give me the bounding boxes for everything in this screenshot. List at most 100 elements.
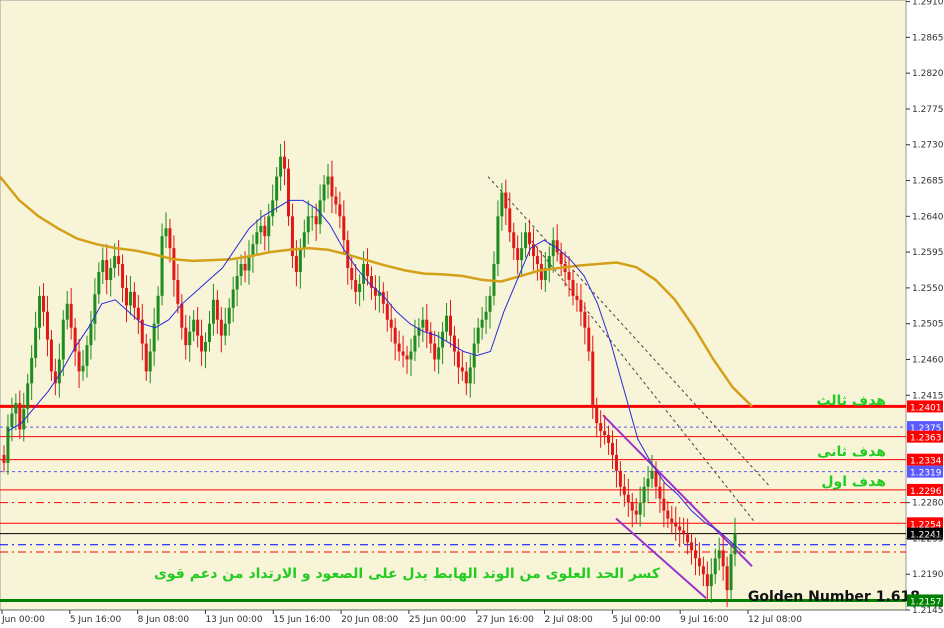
- price-level-tag-label: 1.2375: [910, 424, 942, 434]
- candle-body: [188, 331, 192, 346]
- candle-body: [516, 248, 520, 261]
- candle-body: [196, 319, 200, 336]
- candle-body: [26, 383, 30, 409]
- candle-body: [377, 291, 381, 296]
- y-tick-label: 1.2235: [912, 534, 944, 544]
- candle-body: [267, 216, 271, 237]
- candle-body: [117, 256, 121, 265]
- y-tick-label: 1.2460: [912, 355, 944, 365]
- y-tick-label: 1.2505: [912, 320, 944, 330]
- candle-body: [53, 371, 57, 384]
- candle-body: [547, 256, 551, 269]
- candle-body: [275, 176, 279, 201]
- target-2-label: هدف ثانى: [817, 444, 886, 460]
- channel-upper-line: [487, 176, 771, 488]
- x-tick-label: 5 Jun 16:00: [70, 615, 122, 624]
- candle-body: [172, 248, 176, 280]
- candle-body: [263, 225, 267, 237]
- candle-body: [650, 470, 654, 479]
- plot-area: [0, 0, 907, 611]
- candle-body: [456, 351, 460, 368]
- candle-body: [69, 303, 73, 328]
- ma-slow-line: [0, 175, 753, 408]
- candle-body: [144, 343, 148, 372]
- target-3-label: هدف ثالث: [816, 393, 886, 409]
- candle-body: [567, 271, 571, 280]
- price-level-tag-label: 1.2401: [910, 403, 942, 413]
- candle-body: [559, 252, 563, 265]
- candle-body: [401, 351, 405, 356]
- y-tick-label: 1.2775: [912, 105, 944, 115]
- y-tick-label: 1.2595: [912, 248, 944, 258]
- candle-body: [697, 558, 701, 567]
- candle-body: [168, 228, 172, 249]
- candle-body: [10, 413, 14, 428]
- x-tick-label: 20 Jun 08:00: [341, 615, 398, 624]
- candle-body: [413, 335, 417, 352]
- candle-body: [65, 303, 69, 320]
- candle-body: [591, 351, 595, 408]
- candle-body: [409, 351, 413, 360]
- target-1-label: هدف اول: [821, 474, 886, 490]
- y-tick-label: 1.2280: [912, 499, 944, 509]
- price-level-tag: [907, 594, 943, 607]
- price-level-tag: [907, 483, 943, 496]
- candle-body: [279, 156, 283, 177]
- candle-body: [504, 192, 508, 209]
- candle-body: [634, 510, 638, 515]
- candle-body: [38, 295, 42, 328]
- x-tick-label: 25 Jun 00:00: [409, 615, 466, 624]
- candle-body: [81, 365, 85, 372]
- x-tick-label: 8 Jun 08:00: [138, 615, 190, 624]
- candle-body: [223, 323, 227, 336]
- candle-body: [535, 256, 539, 265]
- breakout-note: كسر الحد العلوى من الوتد الهابط يدل على …: [154, 566, 661, 582]
- price-level-tag: [907, 430, 943, 443]
- candle-body: [204, 341, 208, 352]
- candle-body: [452, 335, 456, 352]
- candle-body: [22, 408, 26, 430]
- candle-body: [658, 486, 662, 499]
- golden-number-label: Golden Number 1.618: [748, 589, 920, 605]
- price-level-tag-label: 1.2254: [910, 520, 942, 530]
- candle-body: [30, 357, 34, 384]
- x-tick-label: 15 Jun 16:00: [273, 615, 330, 624]
- y-tick-label: 1.2910: [912, 0, 944, 8]
- candle-body: [215, 299, 219, 320]
- candle-body: [176, 279, 180, 304]
- candle-body: [128, 291, 132, 306]
- candle-body: [132, 291, 136, 308]
- candle-body: [539, 264, 543, 280]
- x-tick-label: 9 Jul 16:00: [680, 615, 729, 624]
- y-tick-label: 1.2190: [912, 570, 944, 580]
- candle-body: [733, 533, 737, 555]
- candle-body: [638, 502, 642, 515]
- candle-body: [124, 287, 128, 306]
- candle-body: [342, 216, 346, 241]
- candle-body: [520, 248, 524, 261]
- price-level-tag-label: 1.2296: [910, 487, 942, 497]
- candle-body: [531, 244, 535, 257]
- candle-body: [290, 216, 294, 257]
- candle-body: [362, 264, 366, 284]
- candle-body: [690, 542, 694, 551]
- candle-body: [713, 558, 717, 575]
- candle-body: [298, 248, 302, 272]
- candle-body: [101, 260, 105, 272]
- candle-body: [14, 403, 18, 414]
- candle-body: [662, 498, 666, 511]
- candle-body: [156, 295, 160, 324]
- candle-body: [496, 216, 500, 265]
- price-level-tag: [907, 527, 943, 540]
- candle-body: [2, 454, 6, 463]
- y-tick-label: 1.2550: [912, 284, 944, 294]
- candle-body: [369, 275, 373, 288]
- candle-body: [152, 323, 156, 352]
- candle-body: [61, 319, 65, 360]
- candle-body: [599, 423, 603, 432]
- candle-body: [77, 351, 81, 372]
- candle-body: [460, 367, 464, 372]
- candle-body: [508, 208, 512, 233]
- candle-body: [437, 347, 441, 360]
